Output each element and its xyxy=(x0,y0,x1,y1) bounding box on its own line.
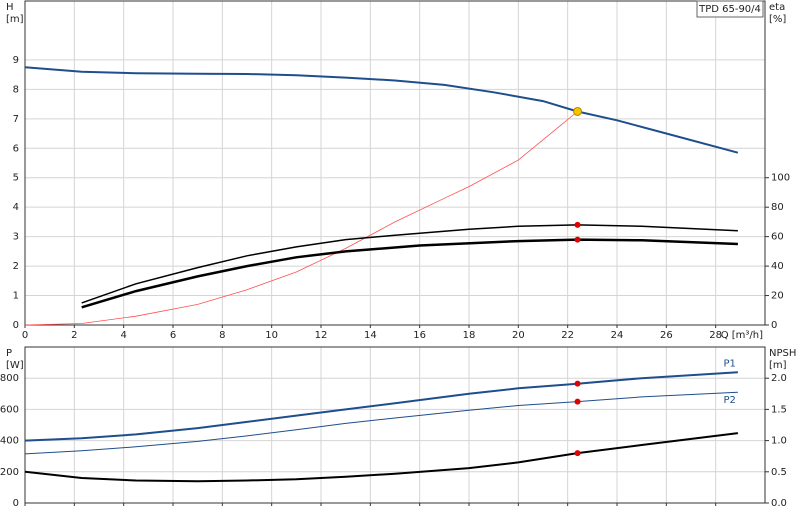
plot-frame xyxy=(24,346,766,504)
y2-tick-label: 1.0 xyxy=(771,436,787,447)
y2-tick-label: 2.0 xyxy=(771,373,787,384)
x-tick-label: 20 xyxy=(512,330,525,341)
x-tick-label: 8 xyxy=(219,330,225,341)
x-tick-label: 24 xyxy=(611,330,624,341)
y-axis-unit: [m] xyxy=(6,14,24,25)
y-axis-unit: [W] xyxy=(6,360,24,371)
y-tick-label: 0 xyxy=(13,498,19,509)
series-label: P1 xyxy=(723,358,735,369)
y-tick-label: 7 xyxy=(13,114,19,125)
y2-tick-label: 60 xyxy=(771,232,784,243)
operating-point xyxy=(573,106,583,116)
y-tick-label: 600 xyxy=(0,404,19,415)
y-tick-label: 2 xyxy=(13,261,19,272)
y-tick-label: 3 xyxy=(13,232,19,243)
x-tick-label: 2 xyxy=(71,330,77,341)
y2-tick-label: 40 xyxy=(771,261,784,272)
x-tick-label: 0 xyxy=(22,330,28,341)
y-tick-label: 200 xyxy=(0,467,19,478)
y-tick-label: 6 xyxy=(13,143,19,154)
y-axis-label: H xyxy=(6,2,14,13)
y-tick-label: 0 xyxy=(13,320,19,331)
chart-panel: 0 200 400 600 800 0.0 0.5 1.0 1.5 2.0 P[W] NPSH[m] P… xyxy=(0,346,796,509)
y2-axis-unit: [%] xyxy=(769,14,786,25)
operating-point xyxy=(574,398,581,405)
y2-tick-label: 20 xyxy=(771,291,784,302)
x-tick-label: 16 xyxy=(413,330,426,341)
plot-frame xyxy=(24,0,766,326)
operating-point xyxy=(574,380,581,387)
y2-tick-label: 1.5 xyxy=(771,404,787,415)
y2-tick-label: 0.0 xyxy=(771,498,787,509)
series-line xyxy=(24,66,739,154)
label-box-text: TPD 65-90/4 xyxy=(698,4,761,15)
y-tick-label: 4 xyxy=(13,202,19,213)
x-tick-label: 26 xyxy=(660,330,673,341)
y-tick-label: 9 xyxy=(13,55,19,66)
y2-axis-label: eta xyxy=(769,2,785,13)
series-line xyxy=(24,371,738,442)
label-box xyxy=(696,0,764,18)
y2-tick-label: 0.5 xyxy=(771,467,787,478)
x-tick-label: 14 xyxy=(364,330,377,341)
y2-tick-label: 80 xyxy=(771,202,784,213)
y2-axis-unit: [m] xyxy=(769,360,787,371)
y-tick-label: 5 xyxy=(13,173,19,184)
operating-point xyxy=(574,221,581,228)
x-tick-label: 4 xyxy=(120,330,126,341)
y-tick-label: 1 xyxy=(13,291,19,302)
operating-point xyxy=(574,236,581,243)
chart-panel: 0 2 4 6 8 10 12 14 16 18 20 22 24 26 28012345678902040… xyxy=(6,0,790,341)
operating-point xyxy=(574,450,581,457)
x-tick-label: 22 xyxy=(561,330,574,341)
x-tick-label: 10 xyxy=(265,330,278,341)
series-line xyxy=(24,111,578,326)
series-line xyxy=(81,224,738,304)
x-tick-label: 12 xyxy=(315,330,328,341)
y-tick-label: 8 xyxy=(13,84,19,95)
x-tick-label: 18 xyxy=(463,330,476,341)
series-line xyxy=(24,391,738,455)
y2-tick-label: 0 xyxy=(771,320,777,331)
y-tick-label: 400 xyxy=(0,436,19,447)
x-axis-label: Q [m³/h] xyxy=(721,330,763,341)
y-axis-label: P xyxy=(6,348,12,359)
series-label: P2 xyxy=(723,395,735,406)
series-line xyxy=(81,238,738,309)
x-tick-label: 28 xyxy=(709,330,722,341)
x-tick-label: 6 xyxy=(170,330,176,341)
y2-tick-label: 100 xyxy=(771,173,790,184)
y-tick-label: 800 xyxy=(0,373,19,384)
y2-axis-label: NPSH xyxy=(769,348,796,359)
